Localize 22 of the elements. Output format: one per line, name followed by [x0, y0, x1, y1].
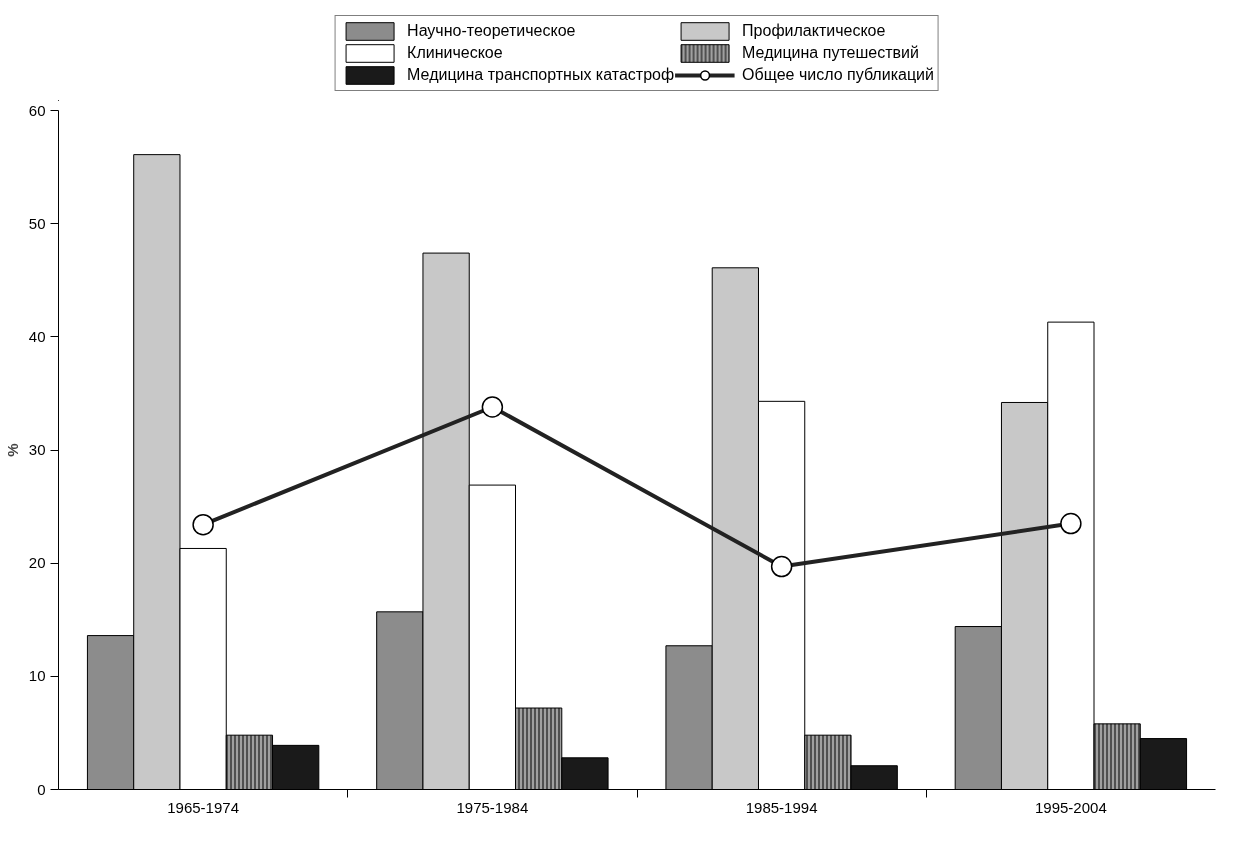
point: [1060, 512, 1082, 535]
x-tick-label: 1965-1974: [167, 798, 239, 816]
y-axis-title: %: [3, 443, 21, 457]
point: [481, 396, 504, 418]
point: [770, 555, 793, 578]
legend-label: Клиническое: [407, 42, 503, 63]
x-tick-label: 1995-2004: [1035, 798, 1107, 816]
legend-label: Научно-теоретическое: [407, 20, 576, 41]
y-tick-label: 50: [28, 214, 46, 232]
legend-label: Медицина путешествий: [742, 42, 919, 63]
x-tick-label: 1985-1994: [745, 798, 818, 816]
y-tick-label: 0: [37, 780, 46, 798]
y-tick-label: 60: [28, 101, 46, 119]
legend-label: Профилактическое: [742, 20, 886, 41]
y-tick-label: 40: [28, 327, 46, 345]
legend-label: Медицина транспортных катастроф: [407, 64, 675, 85]
point: [192, 513, 214, 536]
x-tick-label: 1975-1984: [456, 798, 529, 816]
legend-label: Общее число публикаций: [742, 64, 934, 85]
y-tick-label: 10: [28, 667, 46, 685]
y-tick-label: 30: [28, 441, 46, 458]
y-tick-label: 20: [28, 554, 46, 572]
